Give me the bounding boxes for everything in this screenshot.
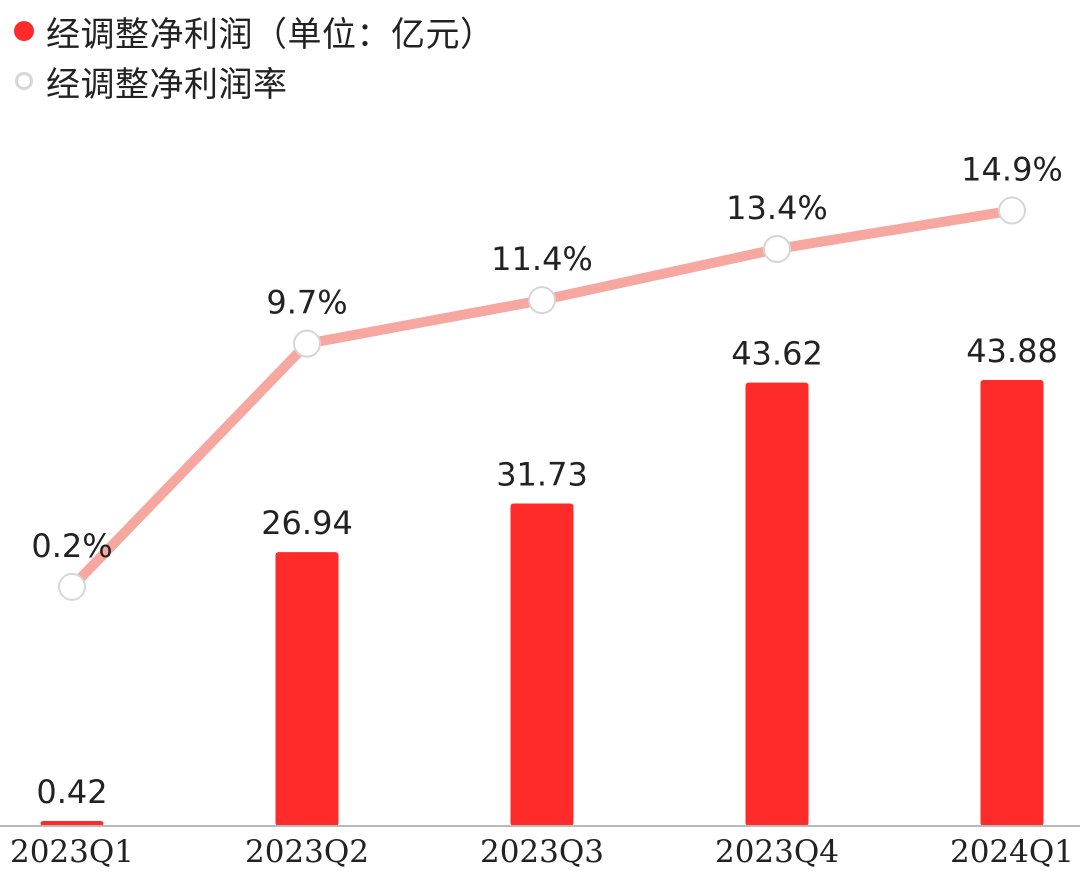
x-axis-category-label: 2023Q2 (245, 834, 369, 870)
margin-point-2023Q1 (58, 572, 86, 601)
legend-profit-margin-label: 经调整净利润率 (46, 64, 288, 105)
legend-line-marker (15, 72, 33, 90)
bar-2023Q1 (40, 821, 104, 826)
bar-2023Q4 (745, 382, 809, 826)
margin-value-label: 14.9% (961, 151, 1063, 189)
margin-point-2024Q1 (998, 196, 1026, 225)
margin-value-label: 0.2% (31, 527, 112, 565)
margin-value-label: 11.4% (491, 240, 593, 278)
bar-value-label: 31.73 (496, 455, 588, 493)
bar-2023Q2 (275, 552, 339, 826)
x-axis-category-label: 2023Q1 (10, 834, 134, 870)
bar-value-label: 26.94 (261, 504, 353, 542)
legend-item-net-profit: 经调整净利润（单位：亿元） (14, 6, 495, 56)
margin-point-2023Q2 (293, 329, 321, 358)
bar-value-label: 0.42 (36, 773, 107, 811)
x-axis-category-label: 2023Q3 (480, 834, 604, 870)
margin-point-2023Q3 (528, 286, 556, 315)
margin-value-label: 13.4% (726, 189, 828, 227)
bar-2024Q1 (980, 380, 1044, 826)
bar-2023Q3 (510, 503, 574, 826)
chart-legend: 经调整净利润（单位：亿元） 经调整净利润率 (14, 6, 495, 106)
bar-value-label: 43.62 (731, 335, 823, 373)
legend-net-profit-label: 经调整净利润（单位：亿元） (46, 14, 495, 55)
margin-point-2023Q4 (763, 234, 791, 263)
margin-value-label: 9.7% (266, 284, 347, 322)
bar-value-label: 43.88 (966, 332, 1058, 370)
legend-item-profit-margin: 经调整净利润率 (14, 56, 495, 106)
legend-bar-marker (14, 21, 34, 41)
x-axis-category-label: 2023Q4 (715, 834, 839, 870)
x-axis-category-label: 2024Q1 (950, 834, 1074, 870)
